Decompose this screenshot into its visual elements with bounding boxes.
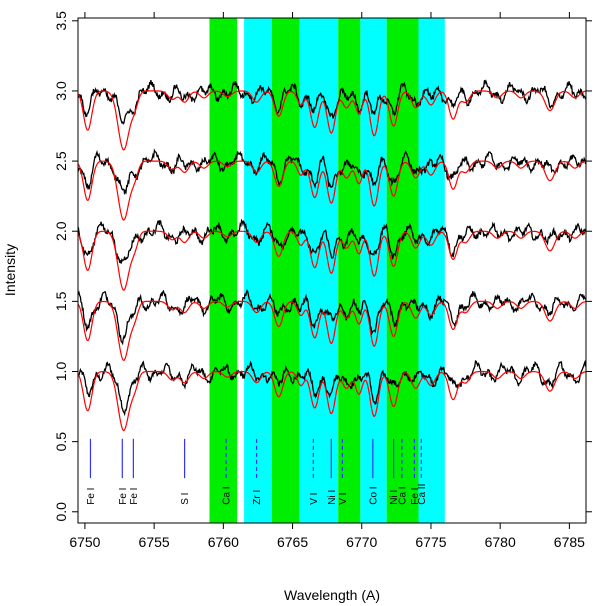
marker-label-0: Fe I [86,488,97,505]
series-model-4 [77,90,586,151]
series-observed-0 [77,359,587,417]
marker-label-4: Ca I [222,486,233,504]
x-tick-label-5: 6775 [415,534,446,550]
x-tick-label-2: 6760 [208,534,239,550]
band-2 [271,18,300,523]
marker-label-10: Ni I [389,490,400,505]
marker-label-13: Ca II [417,484,428,505]
x-axis: 6750 6755 6760 6765 6770 6775 6780 6785 [69,12,585,550]
spectra [77,79,587,432]
x-tick-label-7: 6785 [554,534,585,550]
y-tick-label-3: 1.5 [53,291,69,311]
marker-label-11: Ca I [397,486,408,504]
marker-label-12: Fe I [410,488,421,505]
series-model-1 [77,300,586,361]
marker-label-1: Fe I [118,488,129,505]
series-observed-3 [77,148,587,195]
y-tick-label-7: 3.5 [53,11,69,31]
y-tick-label-1: 0.5 [53,432,69,452]
plot-frame [77,17,587,524]
x-tick-label-3: 6765 [277,534,308,550]
marker-label-8: V I [338,493,349,505]
x-tick-label-4: 6770 [346,534,377,550]
y-tick-label-2: 1.0 [53,362,69,382]
series-model-0 [77,370,586,432]
x-tick-label-1: 6755 [139,534,170,550]
y-tick-label-5: 2.5 [53,151,69,171]
x-axis-label: Wavelength (A) [284,587,380,603]
marker-label-5: Zr I [252,490,263,505]
series-model-3 [77,160,586,221]
band-6 [386,18,419,523]
marker-label-7: Ni I [327,490,338,505]
y-axis: 0.0 0.5 1.0 1.5 2.0 2.5 3.0 3.5 [53,11,592,522]
highlight-bands [209,18,445,523]
y-axis-label: Intensity [2,244,18,296]
marker-label-9: Co I [368,486,379,504]
y-tick-label-4: 2.0 [53,221,69,241]
band-7 [418,18,445,523]
series-model-2 [77,230,586,291]
series-observed-4 [78,79,587,125]
series-observed-2 [77,218,587,264]
y-tick-label-0: 0.0 [53,502,69,522]
y-tick-label-6: 3.0 [53,81,69,101]
band-0 [209,18,238,523]
x-tick-label-6: 6780 [485,534,516,550]
series-observed-1 [77,288,587,346]
marker-label-2: Fe I [129,488,140,505]
marker-label-6: V I [309,493,320,505]
band-5 [360,18,387,523]
x-tick-label-0: 6750 [69,534,100,550]
band-4 [338,18,361,523]
marker-label-3: S I [180,493,191,505]
